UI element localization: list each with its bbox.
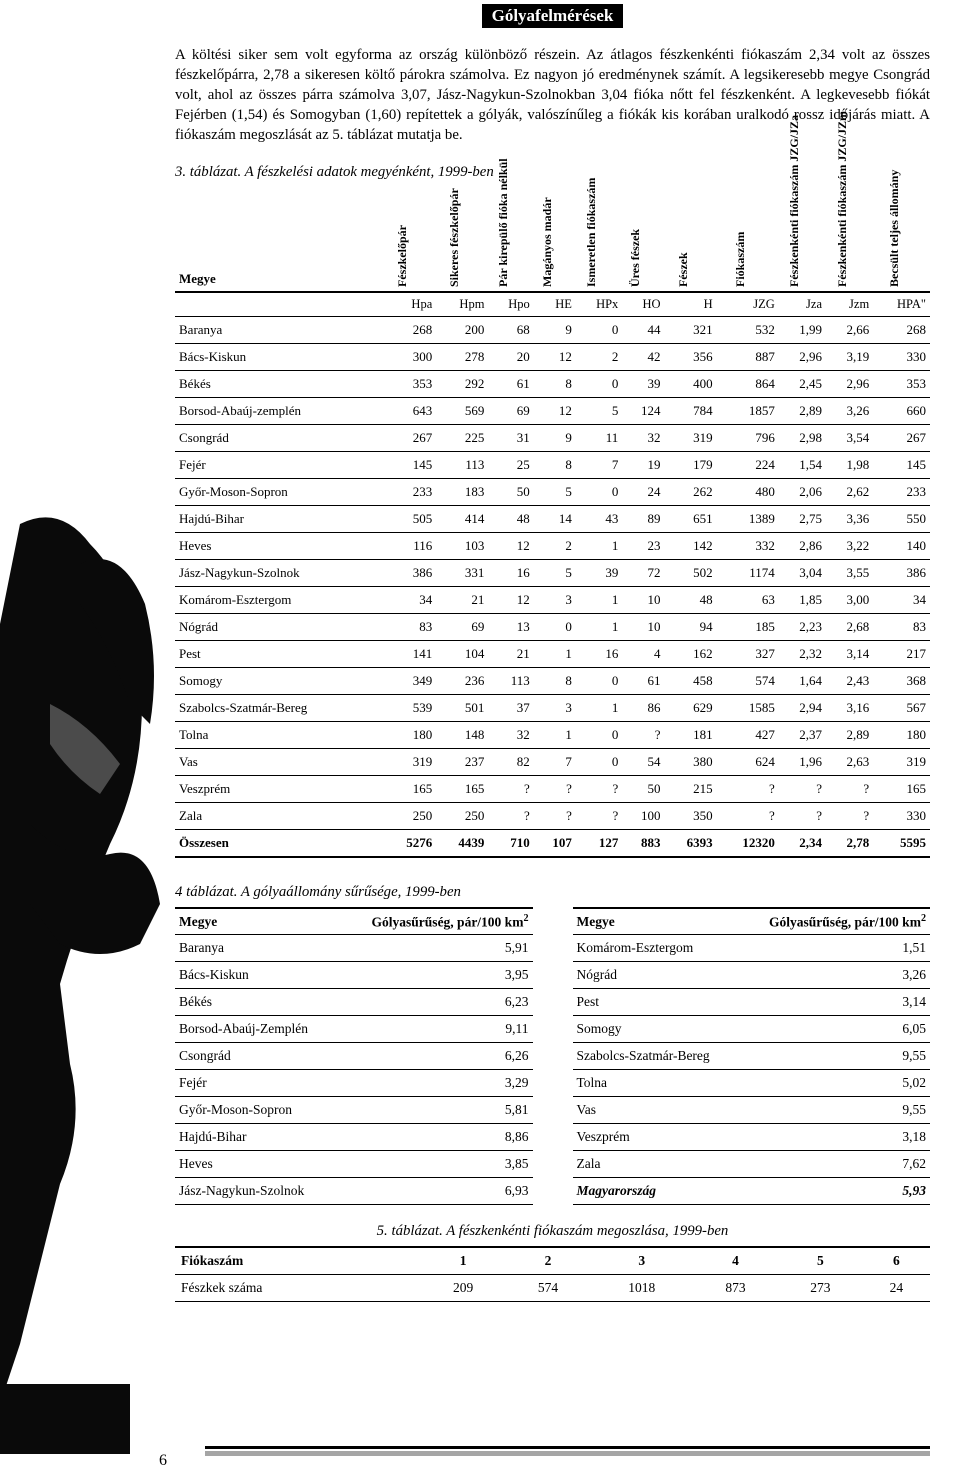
table-row: Veszprém3,18 [573, 1124, 931, 1151]
table5-data-row: Fészkek száma 209 574 1018 873 273 24 [175, 1275, 930, 1302]
table3-caption-num: 3. táblázat. [175, 164, 241, 180]
table-row: Jász-Nagykun-Szolnok38633116539725021174… [175, 559, 930, 586]
table-row: Nógrád8369130110941852,232,6883 [175, 613, 930, 640]
footer-band [175, 1442, 930, 1458]
table3-col-3: Pár kirepülő fióka nélkül [488, 187, 533, 292]
table-row: Pest3,14 [573, 989, 931, 1016]
table4-right: Megye Gólyasűrűség, pár/100 km2 Komárom-… [573, 907, 931, 1206]
table4-total-row: Magyarország5,93 [573, 1178, 931, 1205]
page-title: Gólyafelmérések [482, 4, 624, 28]
table4-container: 4 táblázat. A gólyaállomány sűrűsége, 19… [175, 872, 930, 1206]
table-row: Veszprém165165???50215???165 [175, 775, 930, 802]
table5: Fiókaszám 1 2 3 4 5 6 Fészkek száma 209 … [175, 1246, 930, 1302]
table3-total-row: Összesen527644397101071278836393123202,3… [175, 829, 930, 857]
table-row: Győr-Moson-Sopron2331835050242624802,062… [175, 478, 930, 505]
table4-head-right-l: Gólyasűrűség, pár/100 km2 [337, 908, 532, 935]
table-row: Hajdú-Bihar5054144814438965113892,753,36… [175, 505, 930, 532]
table-row: Vas3192378270543806241,962,63319 [175, 748, 930, 775]
table-row: Borsod-Abaúj-Zemplén9,11 [175, 1016, 533, 1043]
table3: Megye Fészkelőpár Sikeres fészkelőpár Pá… [175, 187, 930, 858]
table-row: Fejér3,29 [175, 1070, 533, 1097]
table3-col-5: Ismeretlen fiókaszám [576, 187, 622, 292]
table3-col-2: Sikeres fészkelőpár [436, 187, 488, 292]
table-row: Szabolcs-Szatmár-Bereg9,55 [573, 1043, 931, 1070]
table-row: Hajdú-Bihar8,86 [175, 1124, 533, 1151]
table-row: Tolna1801483210?1814272,372,89180 [175, 721, 930, 748]
table-row: Békés3532926180394008642,452,96353 [175, 370, 930, 397]
table-row: Szabolcs-Szatmár-Bereg539501373186629158… [175, 694, 930, 721]
table4-caption: 4 táblázat. A gólyaállomány sűrűsége, 19… [175, 884, 533, 901]
table-row: Csongrád26722531911323197962,983,54267 [175, 424, 930, 451]
table3-col-11: Becsült teljes állomány [873, 187, 930, 292]
table-row: Győr-Moson-Sopron5,81 [175, 1097, 533, 1124]
table-row: Tolna5,02 [573, 1070, 931, 1097]
table-row: Fejér1451132587191792241,541,98145 [175, 451, 930, 478]
table5-head-row: Fiókaszám 1 2 3 4 5 6 [175, 1247, 930, 1275]
table-row: Vas9,55 [573, 1097, 931, 1124]
table-row: Borsod-Abaúj-zemplén64356969125124784185… [175, 397, 930, 424]
table-row: Heves3,85 [175, 1151, 533, 1178]
table-row: Békés6,23 [175, 989, 533, 1016]
table5-caption-text: A fészkenkénti fiókaszám megoszlása, 199… [443, 1223, 729, 1239]
table3-header-row: Megye Fészkelőpár Sikeres fészkelőpár Pá… [175, 187, 930, 292]
table-row: Pest1411042111641623272,323,14217 [175, 640, 930, 667]
table3-col-8: Fiókaszám [717, 187, 779, 292]
table4-head-right-r: Gólyasűrűség, pár/100 km2 [737, 908, 930, 935]
table-row: Komárom-Esztergom1,51 [573, 935, 931, 962]
table-row: Zala7,62 [573, 1151, 931, 1178]
table3-col-1: Fészkelőpár [384, 187, 436, 292]
table5-caption: 5. táblázat. A fészkenkénti fiókaszám me… [175, 1223, 930, 1240]
table-row: Heves1161031221231423322,863,22140 [175, 532, 930, 559]
table-row: Csongrád6,26 [175, 1043, 533, 1070]
table5-caption-num: 5. táblázat. [377, 1223, 443, 1239]
table-row: Nógrád3,26 [573, 962, 931, 989]
table3-caption: 3. táblázat. A fészkelési adatok megyénk… [175, 164, 930, 181]
page-container: Gólyafelmérések A költési siker sem volt… [0, 4, 960, 1478]
table-row: Jász-Nagykun-Szolnok6,93 [175, 1178, 533, 1205]
table-row: Baranya5,91 [175, 935, 533, 962]
table3-col-10: Fészkenkénti fiókaszám JZG/JZm [826, 187, 873, 292]
header-band: Gólyafelmérések [175, 4, 930, 28]
table3-col-7: Fészek [665, 187, 717, 292]
table3-col-4: Magányos madár [534, 187, 576, 292]
table4-caption-text: A gólyaállomány sűrűsége, 1999-ben [237, 884, 460, 900]
table3-col-6: Üres fészek [622, 187, 664, 292]
page-number: 6 [155, 1452, 171, 1470]
table4-left: Megye Gólyasűrűség, pár/100 km2 Baranya5… [175, 907, 533, 1206]
table3-code-row: Hpa Hpm Hpo HE HPx HO H JZG Jza Jzm HPA" [175, 292, 930, 317]
table-row: Bács-Kiskun3,95 [175, 962, 533, 989]
table-row: Baranya2682006890443215321,992,66268 [175, 316, 930, 343]
table-row: Zala250250???100350???330 [175, 802, 930, 829]
table3-caption-text: A fészkelési adatok megyénként, 1999-ben [241, 164, 494, 180]
table-row: Somogy6,05 [573, 1016, 931, 1043]
table-row: Bács-Kiskun30027820122423568872,963,1933… [175, 343, 930, 370]
table-row: Somogy34923611380614585741,642,43368 [175, 667, 930, 694]
table4-caption-num: 4 táblázat. [175, 884, 237, 900]
table4-head-left-r: Megye [573, 908, 738, 935]
sidebar-illustration [0, 4, 175, 1478]
table3-col-9: Fészkenkénti fiókaszám JZG/JZa [779, 187, 826, 292]
table-row: Komárom-Esztergom342112311048631,853,003… [175, 586, 930, 613]
table4-head-left: Megye [175, 908, 337, 935]
intro-paragraph: A költési siker sem volt egyforma az ors… [175, 46, 930, 146]
table3-col-megye: Megye [175, 187, 384, 292]
